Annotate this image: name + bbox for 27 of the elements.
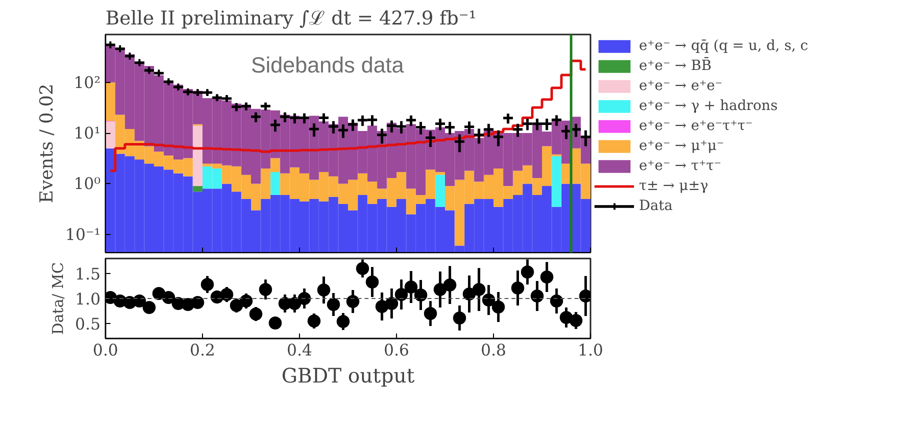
legend-label: e⁺e⁻ → e⁺e⁻τ⁺τ⁻: [639, 118, 753, 134]
y-tick-label: 0.5: [75, 314, 101, 334]
x-tick-label: 1.0: [578, 340, 604, 360]
x-tick-label: 0.2: [190, 340, 216, 360]
y-tick-label: 10⁰: [74, 174, 101, 194]
x-tick-label: 0.4: [286, 340, 312, 360]
y-axis-title: Events / 0.02: [36, 84, 58, 204]
x-tick-label: 0.8: [480, 340, 506, 360]
y-axis-title: Data/ MC: [49, 262, 68, 335]
legend-label: e⁺e⁻ → μ⁺μ⁻: [639, 138, 724, 154]
legend-label: e⁺e⁻ → qq̄ (q = u, d, s, c: [639, 38, 808, 54]
legend-label: τ± → μ±γ: [639, 178, 708, 194]
legend-label: e⁺e⁻ → BB̄: [639, 58, 712, 74]
chart-title: Belle II preliminary ∫ℒ dt = 427.9 fb⁻¹: [106, 8, 476, 30]
x-tick-label: 0.0: [92, 340, 118, 360]
legend-label: e⁺e⁻ → e⁺e⁻: [639, 78, 722, 94]
annotation: Sidebands data: [251, 52, 405, 78]
y-tick-label: 1.5: [75, 264, 101, 284]
y-tick-label: 10¹: [74, 124, 101, 143]
legend-label: e⁺e⁻ → γ + hadrons: [639, 98, 778, 114]
y-tick-label: 10²: [74, 72, 101, 92]
legend-label: e⁺e⁻ → τ⁺τ⁻: [639, 158, 722, 174]
y-tick-label: 10⁻¹: [65, 224, 100, 244]
legend-label: Data: [639, 198, 673, 214]
y-tick-label: 1.0: [75, 290, 101, 308]
x-axis-title: GBDT output: [281, 364, 415, 388]
x-tick-label: 0.6: [384, 340, 410, 360]
